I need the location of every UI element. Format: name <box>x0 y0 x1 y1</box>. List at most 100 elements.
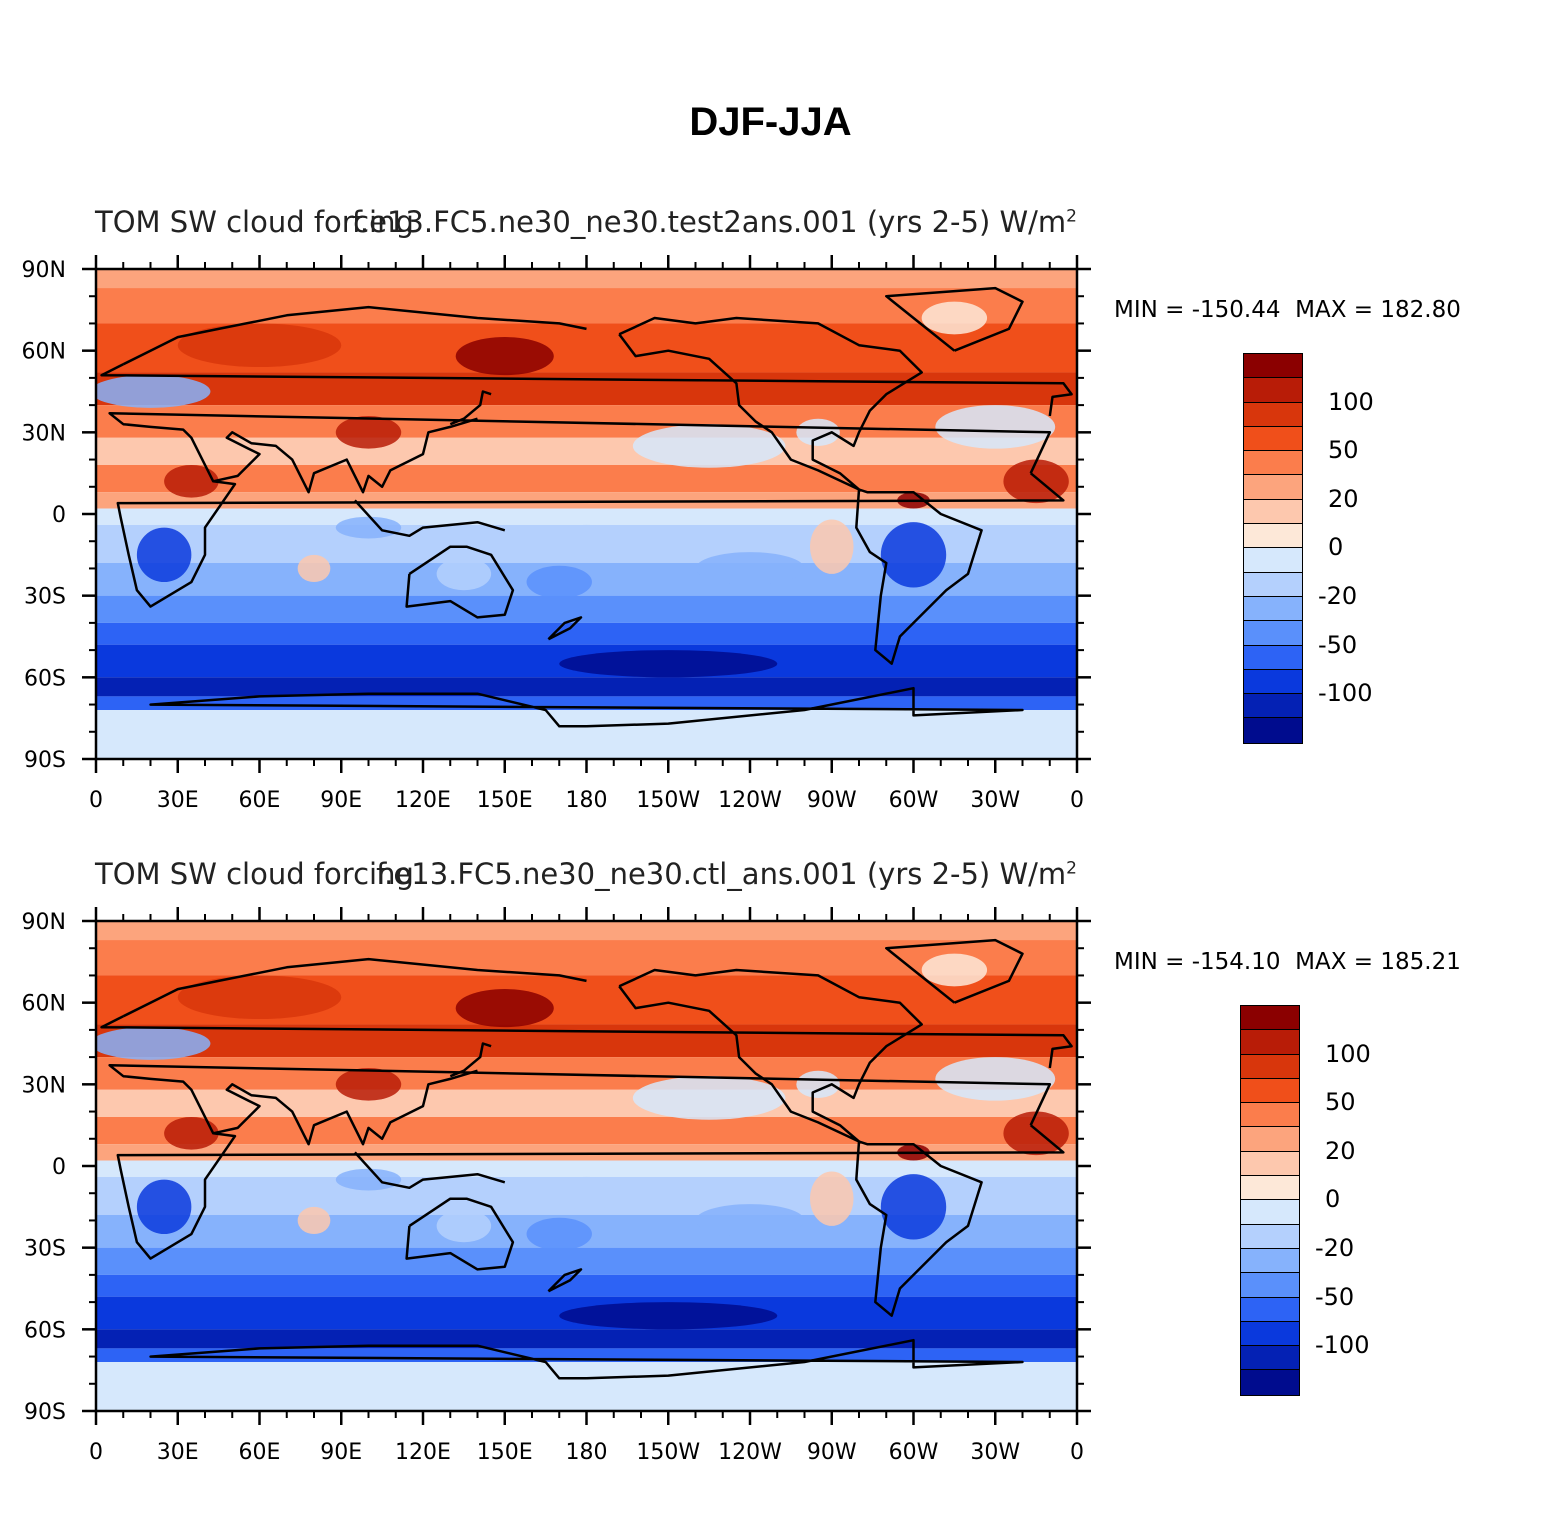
lon-label: 180 <box>566 1440 608 1465</box>
contour-map: 90N 60N 30N 0 30S 60S 90S 0 30E 60E 90E 120E 150E 180… <box>22 907 1091 1465</box>
lon-label: 150W <box>636 788 700 813</box>
colorbar-label: -50 <box>1315 1282 1355 1311</box>
colorbar-swatch <box>1241 1321 1299 1347</box>
colorbar-swatch <box>1241 1200 1299 1225</box>
colorbar-swatch <box>1241 1054 1299 1079</box>
colorbar-label: 50 <box>1325 1088 1356 1117</box>
colorbar-label: 100 <box>1328 387 1374 416</box>
colorbar-swatch <box>1244 499 1302 525</box>
colorbar-swatch <box>1241 1127 1299 1152</box>
lat-label: 60N <box>22 340 66 365</box>
lon-label: 90E <box>320 788 362 813</box>
colorbar-swatch <box>1241 1103 1299 1128</box>
lon-label: 120W <box>718 788 782 813</box>
lon-label: 90W <box>807 1440 857 1465</box>
colorbar-swatch <box>1244 426 1302 452</box>
colorbar-label: 100 <box>1325 1039 1371 1068</box>
colorbar-swatch <box>1241 1297 1299 1322</box>
colorbar-label: 20 <box>1328 484 1359 513</box>
lon-label: 150E <box>477 1440 533 1465</box>
lon-label: 120E <box>395 788 451 813</box>
lon-label: 30E <box>157 788 199 813</box>
contour-map: 90N 60N 30N 0 30S 60S 90S 0 30E 60E 90E 120E 150E 180… <box>22 255 1091 813</box>
colorbar-label: 50 <box>1328 436 1359 465</box>
panel-case-title: f.e13.FC5.ne30_ne30.ctl_ans.001 (yrs 2-5… <box>376 857 1077 891</box>
colorbar-swatch <box>1244 694 1302 719</box>
lon-label: 0 <box>1070 1440 1084 1465</box>
lon-label: 60W <box>889 788 939 813</box>
colorbar-swatch <box>1244 669 1302 695</box>
colorbar-swatch <box>1241 1151 1299 1177</box>
lat-label: 60N <box>22 992 66 1017</box>
lon-label: 0 <box>89 788 103 813</box>
lon-label: 90W <box>807 788 857 813</box>
lat-label: 0 <box>52 1155 66 1180</box>
lat-label: 90N <box>22 258 66 283</box>
lon-label: 30E <box>157 1440 199 1465</box>
panel-variable-title: TOM SW cloud forcing <box>95 857 414 891</box>
colorbar-swatch <box>1244 524 1302 549</box>
lat-label: 90S <box>24 748 66 773</box>
colorbar-swatch <box>1244 354 1302 379</box>
colorbar-label: 0 <box>1325 1185 1341 1214</box>
colorbar-swatch <box>1241 1224 1299 1249</box>
lat-label: 60S <box>24 1318 66 1343</box>
colorbar-swatch <box>1241 1078 1299 1104</box>
lon-label: 60E <box>239 1440 281 1465</box>
map-panel-ctl: TOM SW cloud forcing f.e13.FC5.ne30_ne30… <box>0 857 1541 1517</box>
colorbar-swatch <box>1244 572 1302 597</box>
lat-label: 90N <box>22 910 66 935</box>
map-panel-test: TOM SW cloud forcing f.e13.FC5.ne30_ne30… <box>0 205 1541 865</box>
colorbar-label: -20 <box>1318 582 1358 610</box>
colorbar-label: 0 <box>1328 533 1344 562</box>
lon-label: 60E <box>239 788 281 813</box>
lon-label: 60W <box>889 1440 939 1465</box>
lat-label: 90S <box>24 1400 66 1425</box>
colorbar-swatch <box>1241 1030 1299 1055</box>
lon-label: 0 <box>89 1440 103 1465</box>
lon-label: 180 <box>566 788 608 813</box>
colorbar-swatch <box>1241 1176 1299 1201</box>
colorbar-swatch <box>1241 1273 1299 1298</box>
lat-label: 0 <box>52 503 66 528</box>
colorbar-swatch <box>1244 402 1302 427</box>
colorbar-label: -100 <box>1318 679 1373 708</box>
lon-label: 120E <box>395 1440 451 1465</box>
colorbar: 100 50 20 0 -20 -50 -100 <box>1240 1005 1371 1396</box>
min-max-label: MIN = -154.10 MAX = 185.21 <box>1114 949 1461 975</box>
colorbar: 100 50 20 0 -20 -50 -100 <box>1243 353 1374 744</box>
contour-fill <box>96 921 1077 1411</box>
lat-label: 30N <box>22 421 66 446</box>
colorbar-swatch <box>1241 1006 1299 1031</box>
colorbar-swatch <box>1244 645 1302 670</box>
panel-variable-title: TOM SW cloud forcing <box>95 205 414 239</box>
lon-label: 150W <box>636 1440 700 1465</box>
lon-label: 150E <box>477 788 533 813</box>
colorbar-label: 20 <box>1325 1136 1356 1165</box>
lon-label: 0 <box>1070 788 1084 813</box>
colorbar-swatch <box>1244 718 1302 743</box>
colorbar-swatch <box>1244 451 1302 476</box>
figure-title: DJF-JJA <box>689 100 852 144</box>
lat-label: 30N <box>22 1073 66 1098</box>
colorbar-swatch <box>1244 548 1302 573</box>
panel-case-title: f.e13.FC5.ne30_ne30.test2ans.001 (yrs 2-… <box>351 205 1077 239</box>
colorbar-label: -100 <box>1315 1331 1370 1360</box>
colorbar-swatch <box>1241 1346 1299 1371</box>
lat-label: 30S <box>24 585 66 610</box>
lon-label: 30W <box>970 788 1020 813</box>
lon-label: 90E <box>320 1440 362 1465</box>
colorbar-swatch <box>1244 621 1302 646</box>
lon-label: 120W <box>718 1440 782 1465</box>
contour-fill <box>96 269 1077 759</box>
colorbar-swatch <box>1244 475 1302 500</box>
colorbar-label: -50 <box>1318 630 1358 659</box>
colorbar-swatch <box>1244 378 1302 403</box>
colorbar-swatch <box>1241 1370 1299 1395</box>
lat-label: 60S <box>24 666 66 691</box>
colorbar-swatch <box>1241 1248 1299 1274</box>
coastlines <box>100 938 1073 1380</box>
colorbar-swatch <box>1244 596 1302 622</box>
colorbar-label: -20 <box>1315 1234 1355 1262</box>
coastlines <box>100 286 1073 728</box>
